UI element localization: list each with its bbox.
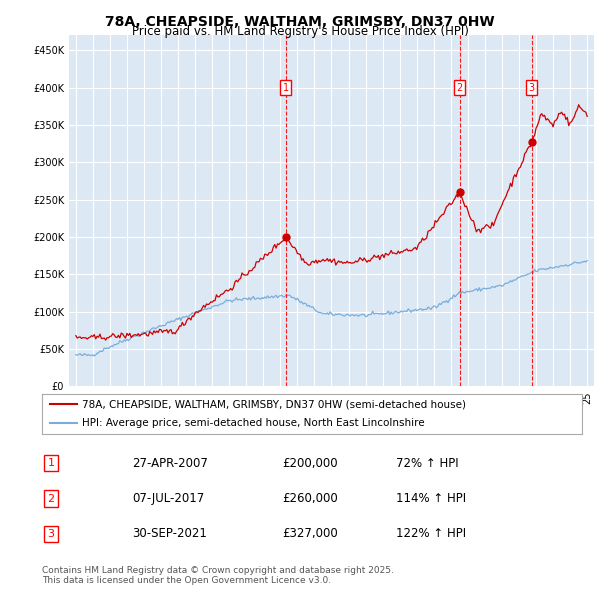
Text: 122% ↑ HPI: 122% ↑ HPI <box>396 527 466 540</box>
Text: 114% ↑ HPI: 114% ↑ HPI <box>396 492 466 505</box>
Text: 1: 1 <box>283 83 289 93</box>
Text: 30-SEP-2021: 30-SEP-2021 <box>132 527 207 540</box>
Text: 72% ↑ HPI: 72% ↑ HPI <box>396 457 458 470</box>
Text: £260,000: £260,000 <box>282 492 338 505</box>
Text: Price paid vs. HM Land Registry's House Price Index (HPI): Price paid vs. HM Land Registry's House … <box>131 25 469 38</box>
Text: £327,000: £327,000 <box>282 527 338 540</box>
Text: Contains HM Land Registry data © Crown copyright and database right 2025.
This d: Contains HM Land Registry data © Crown c… <box>42 566 394 585</box>
Text: 3: 3 <box>47 529 55 539</box>
Text: 78A, CHEAPSIDE, WALTHAM, GRIMSBY, DN37 0HW (semi-detached house): 78A, CHEAPSIDE, WALTHAM, GRIMSBY, DN37 0… <box>83 399 467 409</box>
Text: £200,000: £200,000 <box>282 457 338 470</box>
Text: 27-APR-2007: 27-APR-2007 <box>132 457 208 470</box>
Text: 3: 3 <box>529 83 535 93</box>
Text: 2: 2 <box>47 494 55 503</box>
Text: 78A, CHEAPSIDE, WALTHAM, GRIMSBY, DN37 0HW: 78A, CHEAPSIDE, WALTHAM, GRIMSBY, DN37 0… <box>105 15 495 29</box>
Text: 07-JUL-2017: 07-JUL-2017 <box>132 492 204 505</box>
Text: 2: 2 <box>457 83 463 93</box>
Text: 1: 1 <box>47 458 55 468</box>
Text: HPI: Average price, semi-detached house, North East Lincolnshire: HPI: Average price, semi-detached house,… <box>83 418 425 428</box>
